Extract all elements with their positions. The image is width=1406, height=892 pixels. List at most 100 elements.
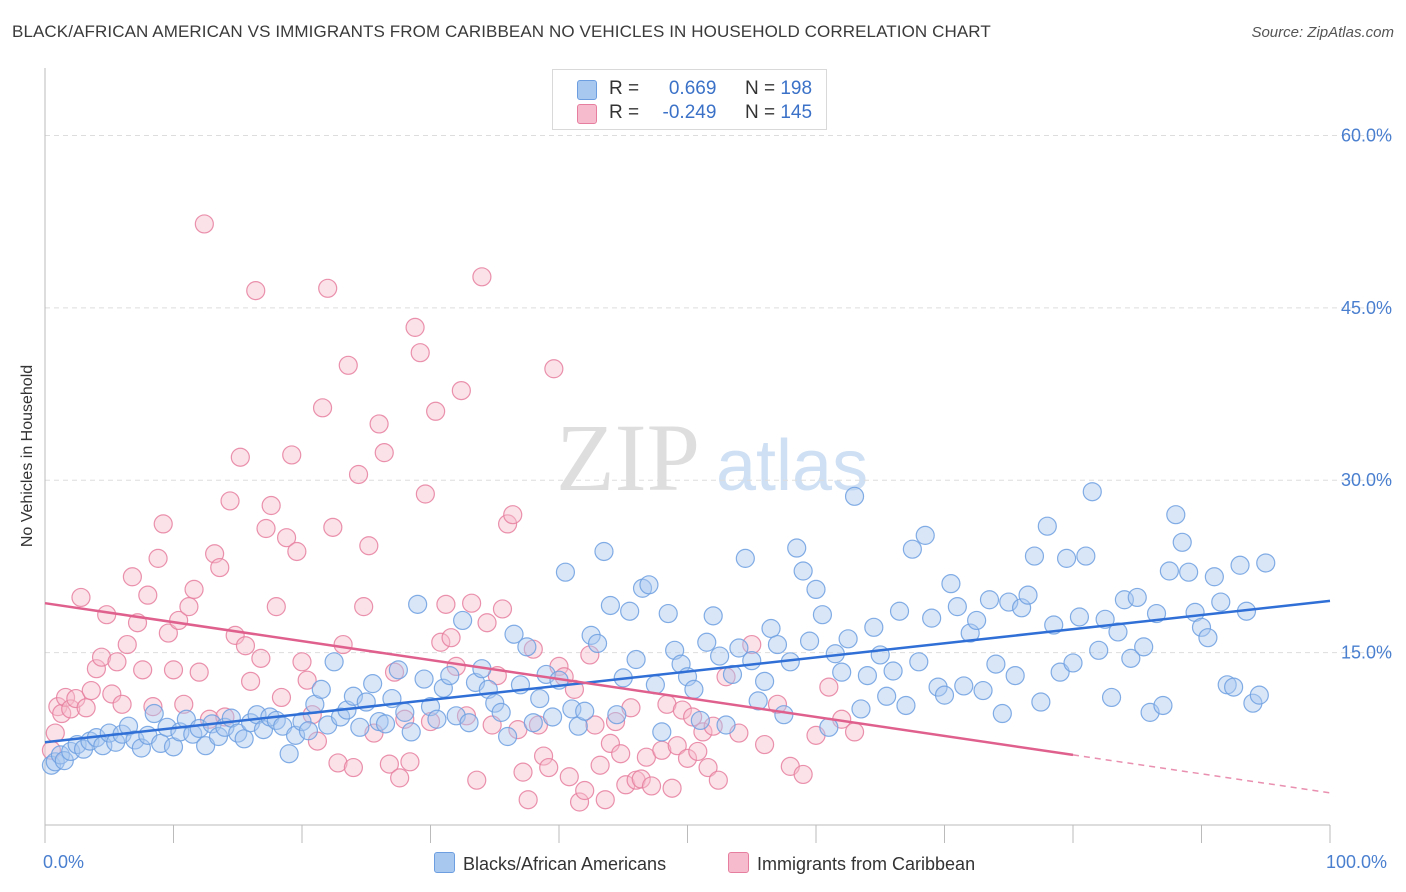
caribbean-point <box>431 632 451 652</box>
caribbean-point <box>641 776 662 796</box>
caribbean-point <box>539 757 559 778</box>
caribbean-point <box>61 699 81 719</box>
black-point <box>620 601 640 621</box>
black-point <box>658 603 678 624</box>
black-point <box>896 695 916 716</box>
y-tick-label: 45.0% <box>1341 298 1392 318</box>
black-point <box>324 652 344 672</box>
caribbean-point <box>282 445 302 465</box>
caribbean-point <box>477 613 497 633</box>
legend-r-value: -0.249 <box>662 102 717 123</box>
black-point <box>607 705 627 725</box>
caribbean-point <box>91 647 112 667</box>
black-point <box>1146 603 1167 624</box>
black-point <box>1198 628 1218 648</box>
caribbean-point <box>271 687 292 708</box>
caribbean-point <box>672 700 692 720</box>
black-point <box>1095 609 1115 629</box>
black-point <box>774 705 794 725</box>
caribbean-point <box>148 548 168 568</box>
caribbean-point <box>241 671 261 691</box>
caribbean-point <box>158 623 178 643</box>
caribbean-point <box>379 754 399 774</box>
caribbean-point <box>261 495 281 516</box>
black-point <box>838 629 858 649</box>
black-point <box>1005 665 1025 686</box>
black-point <box>1204 567 1224 587</box>
black-point <box>742 651 762 671</box>
black-point <box>1121 648 1141 668</box>
caribbean-point <box>677 748 698 768</box>
trendline-caribbean-extension <box>1072 754 1331 794</box>
black-point <box>1024 546 1045 566</box>
black-point <box>703 606 723 626</box>
caribbean-point <box>81 680 101 701</box>
black-point <box>1172 532 1192 552</box>
black-point <box>453 610 473 631</box>
black-point <box>1256 553 1276 573</box>
black-point <box>408 594 428 614</box>
caribbean-point <box>133 660 153 680</box>
black-point <box>594 541 614 562</box>
legend-swatch-black <box>577 80 597 100</box>
y-tick-label: 60.0% <box>1341 125 1392 145</box>
black-point <box>851 699 871 719</box>
bottom-legend-swatch-caribbean <box>728 852 749 873</box>
caribbean-point <box>71 587 91 608</box>
caribbean-point <box>297 670 317 690</box>
caribbean-point <box>467 770 487 790</box>
caribbean-point <box>55 687 76 708</box>
caribbean-point <box>498 514 518 534</box>
black-point <box>735 548 755 568</box>
black-point <box>844 486 865 506</box>
black-point <box>684 679 704 699</box>
black-point <box>960 623 980 643</box>
caribbean-point <box>107 652 127 672</box>
black-point <box>761 618 781 639</box>
black-point <box>234 729 254 749</box>
caribbean-point <box>518 790 538 810</box>
black-point <box>144 703 164 724</box>
black-point <box>1018 585 1038 605</box>
black-point <box>375 714 396 734</box>
caribbean-point <box>184 579 204 600</box>
black-point <box>799 631 820 651</box>
black-point <box>1224 677 1244 697</box>
caribbean-point <box>451 380 471 401</box>
legend-n-value: 198 <box>780 78 813 99</box>
caribbean-point <box>611 744 631 764</box>
black-point <box>909 652 929 672</box>
caribbean-point <box>348 464 369 485</box>
x-tick-label-max: 100.0% <box>1326 852 1388 872</box>
black-point <box>363 674 383 694</box>
caribbean-point <box>287 541 307 562</box>
black-point <box>1153 695 1173 716</box>
trendline-caribbean <box>44 601 1074 757</box>
caribbean-point <box>276 528 297 548</box>
black-point <box>420 697 441 717</box>
black-point <box>1089 640 1109 660</box>
black-point <box>350 717 370 737</box>
bottom-legend-label-black: Blacks/African Americans <box>463 854 667 874</box>
caribbean-point <box>251 648 271 668</box>
black-point <box>1159 561 1179 581</box>
caribbean-point <box>390 768 410 788</box>
black-point <box>1082 482 1102 502</box>
black-point <box>889 601 910 621</box>
caribbean-point <box>585 715 605 735</box>
caribbean-point <box>693 722 713 742</box>
black-point <box>279 744 299 764</box>
black-point <box>542 707 563 727</box>
black-point <box>395 702 415 722</box>
caribbean-point <box>441 628 461 648</box>
black-point <box>639 575 659 595</box>
axes <box>44 68 1331 843</box>
black-point <box>954 676 974 696</box>
black-point <box>812 605 833 625</box>
legend-n-label: N = <box>744 78 776 99</box>
caribbean-point <box>312 398 333 418</box>
black-point <box>941 574 961 594</box>
caribbean-point <box>256 518 276 539</box>
chart-title: BLACK/AFRICAN AMERICAN VS IMMIGRANTS FRO… <box>12 22 991 41</box>
caribbean-point <box>698 757 718 778</box>
